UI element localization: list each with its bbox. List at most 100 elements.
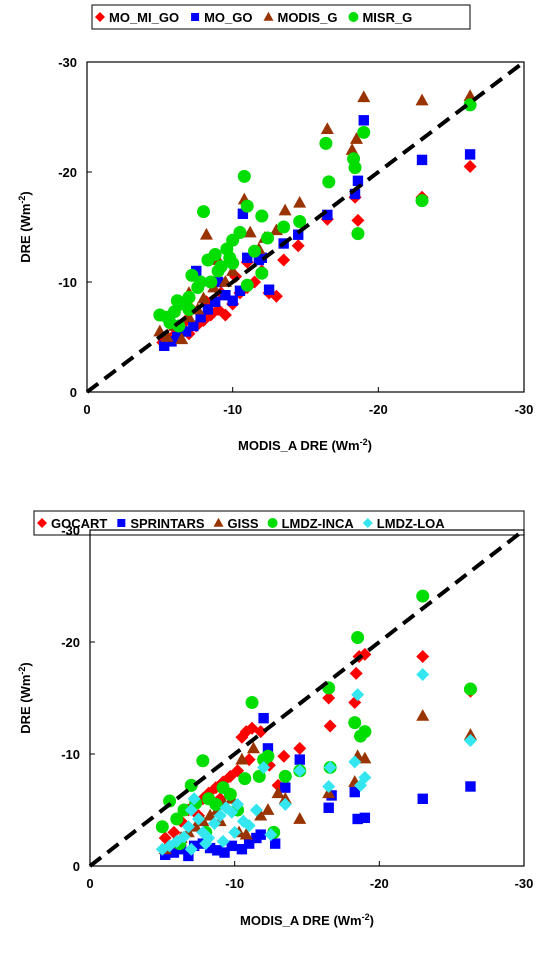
data-point — [199, 227, 213, 240]
data-point — [170, 294, 184, 308]
data-point — [358, 751, 372, 764]
bottom-legend-box — [33, 510, 525, 536]
legend-label: MODIS_G — [277, 10, 337, 25]
top-legend-box — [91, 4, 471, 30]
top-x-axis-label: MODIS_A DRE (Wm-2) — [238, 437, 372, 453]
data-point — [358, 115, 369, 126]
x-tick-label: 0 — [86, 876, 93, 891]
data-point — [322, 175, 336, 189]
data-point — [323, 719, 337, 733]
data-point — [207, 816, 221, 830]
data-point — [181, 820, 195, 834]
data-point — [322, 779, 336, 793]
y-tick-label: -20 — [58, 165, 77, 180]
legend-label: MO_MI_GO — [109, 10, 179, 25]
data-point — [264, 828, 278, 842]
data-point — [218, 308, 232, 322]
data-point — [277, 253, 291, 267]
data-point — [252, 769, 266, 783]
data-point — [359, 812, 371, 824]
data-point — [249, 803, 263, 817]
data-point — [197, 291, 211, 304]
y-tick-label: -10 — [61, 747, 80, 762]
data-point — [416, 154, 428, 166]
data-point — [202, 304, 214, 315]
data-point — [415, 194, 429, 208]
legend-label: LMDZ-LOA — [377, 516, 445, 531]
y-tick-label: -30 — [58, 55, 77, 70]
legend-marker — [267, 518, 278, 528]
legend-label: LMDZ-INCA — [282, 516, 355, 531]
data-point — [357, 90, 371, 103]
legend-item: SPRINTARS — [117, 516, 205, 531]
data-point — [243, 838, 255, 849]
legend-marker — [95, 12, 105, 22]
data-point — [234, 285, 246, 296]
data-point — [177, 830, 191, 844]
data-point — [322, 209, 333, 221]
data-point — [188, 320, 199, 332]
data-point — [269, 838, 281, 849]
data-point — [242, 252, 253, 263]
data-point — [211, 264, 225, 278]
data-point — [352, 813, 363, 825]
data-point — [416, 650, 430, 664]
y-tick-label: -30 — [61, 523, 80, 538]
data-point — [263, 284, 275, 295]
data-point — [416, 709, 430, 721]
data-point — [225, 805, 239, 819]
data-point — [322, 691, 336, 705]
data-point — [184, 803, 198, 817]
data-point — [416, 589, 430, 603]
data-point — [463, 728, 477, 740]
data-point — [358, 771, 372, 785]
data-point — [463, 682, 477, 696]
data-point — [192, 812, 205, 826]
data-point — [226, 264, 240, 276]
data-point — [213, 809, 227, 823]
data-point — [237, 169, 251, 183]
data-point — [238, 772, 252, 786]
legend-marker — [348, 12, 359, 22]
data-point — [160, 849, 171, 860]
series-lmdz-inca — [155, 589, 477, 851]
bottom-one-to-one-line — [88, 528, 526, 868]
legend-item: LMDZ-INCA — [267, 516, 355, 531]
data-point — [293, 195, 307, 208]
y-tick-label: -20 — [61, 635, 80, 650]
data-point — [293, 812, 307, 824]
data-point — [254, 725, 268, 739]
data-point — [277, 220, 291, 234]
data-point — [212, 276, 224, 288]
data-point — [357, 125, 371, 139]
legend-marker — [37, 518, 47, 528]
data-point — [465, 781, 476, 792]
data-point — [226, 840, 237, 852]
data-point — [348, 161, 362, 175]
series-lmdz-loa — [155, 667, 477, 856]
y-tick-label: 0 — [70, 385, 77, 400]
data-point — [349, 666, 363, 680]
series-giss — [158, 709, 477, 855]
data-point — [203, 808, 217, 821]
data-point — [271, 786, 285, 799]
top-one-to-one-line — [85, 60, 526, 394]
bottom-y-axis-label: DRE (Wm-2) — [17, 662, 33, 734]
legend-item: LMDZ-LOA — [362, 516, 445, 531]
legend-item: MO_MI_GO — [95, 10, 179, 25]
data-point — [348, 755, 362, 769]
data-point — [208, 248, 222, 261]
data-point — [278, 769, 292, 783]
data-point — [209, 296, 221, 307]
bottom-legend: GOCART SPRINTARS GISS LMDZ-INCA LMDZ-LOA — [37, 516, 445, 531]
data-point — [245, 695, 259, 709]
bottom-x-axis-label: MODIS_A DRE (Wm-2) — [240, 912, 374, 928]
data-point — [323, 802, 334, 813]
data-point — [278, 791, 292, 804]
data-point — [293, 215, 307, 228]
data-point — [180, 326, 192, 337]
data-point — [278, 797, 292, 811]
data-point — [194, 275, 208, 289]
data-point — [293, 229, 304, 240]
